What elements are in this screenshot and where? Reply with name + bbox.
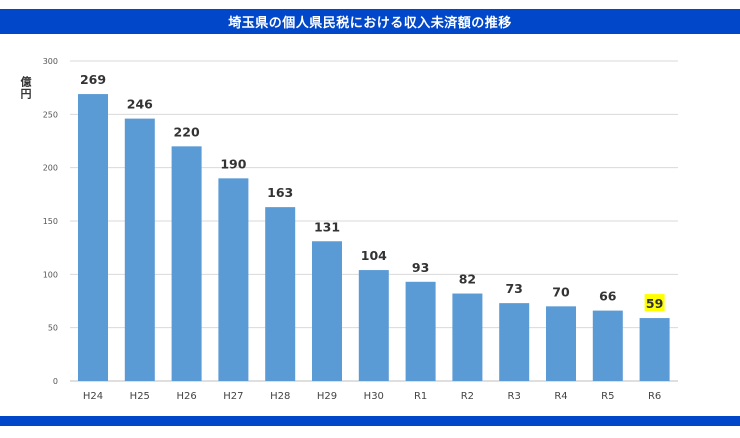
bar-R6 <box>639 318 670 381</box>
bar-H27 <box>218 178 249 381</box>
x-tick-label-H28: H28 <box>270 391 290 402</box>
x-tick-label-R2: R2 <box>461 391 474 402</box>
data-label-H29: 131 <box>314 219 340 234</box>
bar-R4 <box>546 306 576 381</box>
bar-H24 <box>78 94 108 382</box>
y-tick-label: 100 <box>43 270 58 279</box>
data-label-H27: 190 <box>220 156 246 171</box>
data-label-R6: 59 <box>646 296 663 311</box>
bar-R5 <box>592 310 623 381</box>
data-labels: 269 246 220 190 163 131 104 93 82 73 70 66 59 <box>80 72 665 312</box>
bar-H25 <box>124 118 155 381</box>
x-tick-label-R6: R6 <box>648 391 661 402</box>
y-tick-label: 250 <box>43 110 58 119</box>
y-tick-label: 300 <box>43 57 58 66</box>
data-label-H26: 220 <box>174 124 200 139</box>
data-label-H30: 104 <box>361 248 387 263</box>
y-tick-label: 200 <box>43 164 58 173</box>
bar-H28 <box>265 207 296 381</box>
data-label-R4: 70 <box>552 284 570 299</box>
data-label-R2: 82 <box>459 272 476 287</box>
x-tick-label-R3: R3 <box>508 391 521 402</box>
chart-title-bar: 埼玉県の個人県民税における収入未済額の推移 <box>0 9 740 34</box>
x-tick-label-R5: R5 <box>601 391 614 402</box>
x-tick-label-H29: H29 <box>317 391 337 402</box>
data-label-H24: 269 <box>80 72 106 87</box>
y-tick-label: 150 <box>43 217 58 226</box>
x-tick-label-H30: H30 <box>364 391 384 402</box>
data-label-H25: 246 <box>127 97 153 112</box>
x-tick-label-R4: R4 <box>554 391 567 402</box>
x-tick-label-H24: H24 <box>83 391 103 402</box>
data-label-H28: 163 <box>267 185 293 200</box>
y-tick-label: 50 <box>48 324 58 333</box>
footer-bar <box>0 416 740 426</box>
x-tick-label-H26: H26 <box>176 391 196 402</box>
highlight-box <box>644 294 665 312</box>
x-tick-label-H27: H27 <box>223 391 243 402</box>
y-axis-unit-label: 億円 <box>19 76 32 100</box>
x-axis-labels: H24 H25 H26 H27 H28 H29 H30 R1 R2 R3 R4 R5 R6 <box>83 391 661 402</box>
bar-H29 <box>312 241 342 381</box>
bar-R2 <box>452 293 483 381</box>
data-label-R1: 93 <box>412 260 429 275</box>
bar-H26 <box>171 146 202 381</box>
data-label-R5: 66 <box>599 289 617 304</box>
y-tick-label: 0 <box>53 377 58 386</box>
bar-H30 <box>358 270 389 381</box>
x-tick-label-H25: H25 <box>130 391 150 402</box>
x-tick-label-R1: R1 <box>414 391 427 402</box>
bar-R3 <box>499 303 530 381</box>
chart-title: 埼玉県の個人県民税における収入未済額の推移 <box>228 16 512 31</box>
bar-R1 <box>405 281 436 381</box>
bars <box>78 94 670 382</box>
data-label-R3: 73 <box>505 281 522 296</box>
y-axis-ticks: 0 50 100 150 200 250 300 <box>43 57 58 386</box>
